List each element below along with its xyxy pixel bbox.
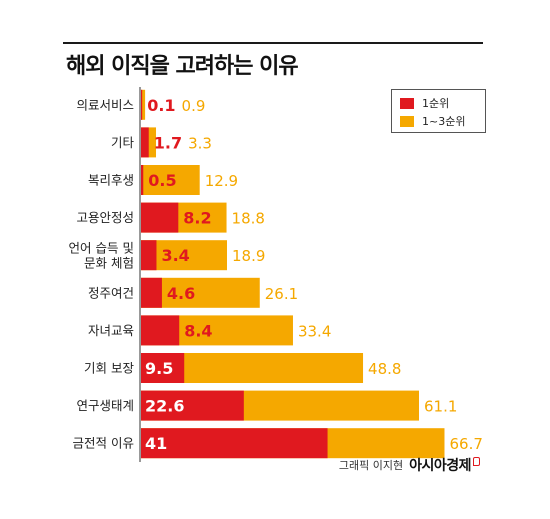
legend-swatch-rank1 bbox=[400, 97, 414, 109]
data-label-rank1: 22.6 bbox=[145, 397, 184, 416]
credit-brand: 아시아경제 bbox=[409, 458, 471, 474]
data-label-rank1to3: 26.1 bbox=[265, 285, 298, 303]
chart-title: 해외 이직을 고려하는 이유 bbox=[66, 54, 299, 79]
legend-item-rank1to3: 1~3순위 bbox=[400, 113, 465, 129]
data-label-rank1to3: 18.9 bbox=[232, 247, 265, 265]
legend-label-rank1: 1순위 bbox=[422, 97, 450, 110]
data-label-rank1: 41 bbox=[145, 434, 167, 453]
category-label: 고용안정성 bbox=[76, 210, 134, 225]
category-label: 기회 보장 bbox=[84, 361, 134, 376]
bar-rank1 bbox=[141, 202, 179, 233]
bar-rank1 bbox=[141, 315, 180, 346]
data-label-rank1to3: 0.9 bbox=[182, 97, 206, 115]
data-label-rank1: 8.4 bbox=[184, 321, 212, 340]
category-label: 금전적 이유 bbox=[73, 436, 134, 451]
bar-rank1 bbox=[141, 353, 185, 383]
bar-rank1 bbox=[141, 240, 157, 271]
data-label-rank1: 9.5 bbox=[145, 359, 173, 378]
bar-rank1 bbox=[141, 89, 143, 120]
brand-mark-icon bbox=[473, 456, 480, 466]
category-label: 연구생태계 bbox=[76, 398, 134, 413]
top-rule bbox=[63, 42, 483, 44]
data-label-rank1: 0.5 bbox=[148, 171, 176, 190]
data-label-rank1: 8.2 bbox=[183, 209, 211, 228]
bar-rank1 bbox=[141, 428, 328, 459]
data-label-rank1: 1.7 bbox=[154, 133, 182, 152]
data-label-rank1to3: 66.7 bbox=[449, 435, 482, 453]
category-label-line: 언어 습득 및 bbox=[69, 241, 134, 256]
legend-item-rank1: 1순위 bbox=[400, 95, 449, 111]
bar-rank1 bbox=[141, 277, 162, 308]
data-label-rank1to3: 61.1 bbox=[424, 398, 457, 416]
data-label-rank1to3: 12.9 bbox=[205, 172, 238, 190]
data-label-rank1to3: 33.4 bbox=[298, 322, 331, 340]
data-label-rank1to3: 18.8 bbox=[232, 210, 265, 228]
category-label: 정주여건 bbox=[88, 285, 134, 300]
legend: 1순위 1~3순위 bbox=[391, 89, 486, 133]
bar-rank1to3 bbox=[141, 165, 200, 195]
legend-label-rank1to3: 1~3순위 bbox=[422, 115, 466, 128]
category-label-line: 문화 체험 bbox=[84, 256, 134, 271]
data-label-rank1to3: 48.8 bbox=[368, 360, 401, 378]
data-label-rank1to3: 3.3 bbox=[188, 134, 212, 152]
category-label: 의료서비스 bbox=[76, 97, 134, 112]
category-label: 언어 습득 및 문화 체험 bbox=[69, 241, 134, 271]
data-label-rank1: 4.6 bbox=[167, 284, 195, 303]
category-label: 복리후생 bbox=[88, 173, 134, 188]
data-label-rank1: 0.1 bbox=[147, 96, 175, 115]
bar-rank1 bbox=[141, 390, 244, 421]
data-label-rank1: 3.4 bbox=[161, 246, 189, 265]
credit-text: 그래픽 이지현 bbox=[338, 459, 404, 472]
legend-swatch-rank1to3 bbox=[400, 115, 414, 127]
bar-rank1 bbox=[141, 127, 149, 158]
bar-rank1to3 bbox=[141, 89, 146, 120]
credit: 그래픽 이지현 아시아경제 bbox=[339, 455, 480, 475]
category-label: 기타 bbox=[111, 135, 135, 150]
bar-rank1 bbox=[141, 165, 144, 195]
category-label: 자녀교육 bbox=[88, 323, 134, 338]
